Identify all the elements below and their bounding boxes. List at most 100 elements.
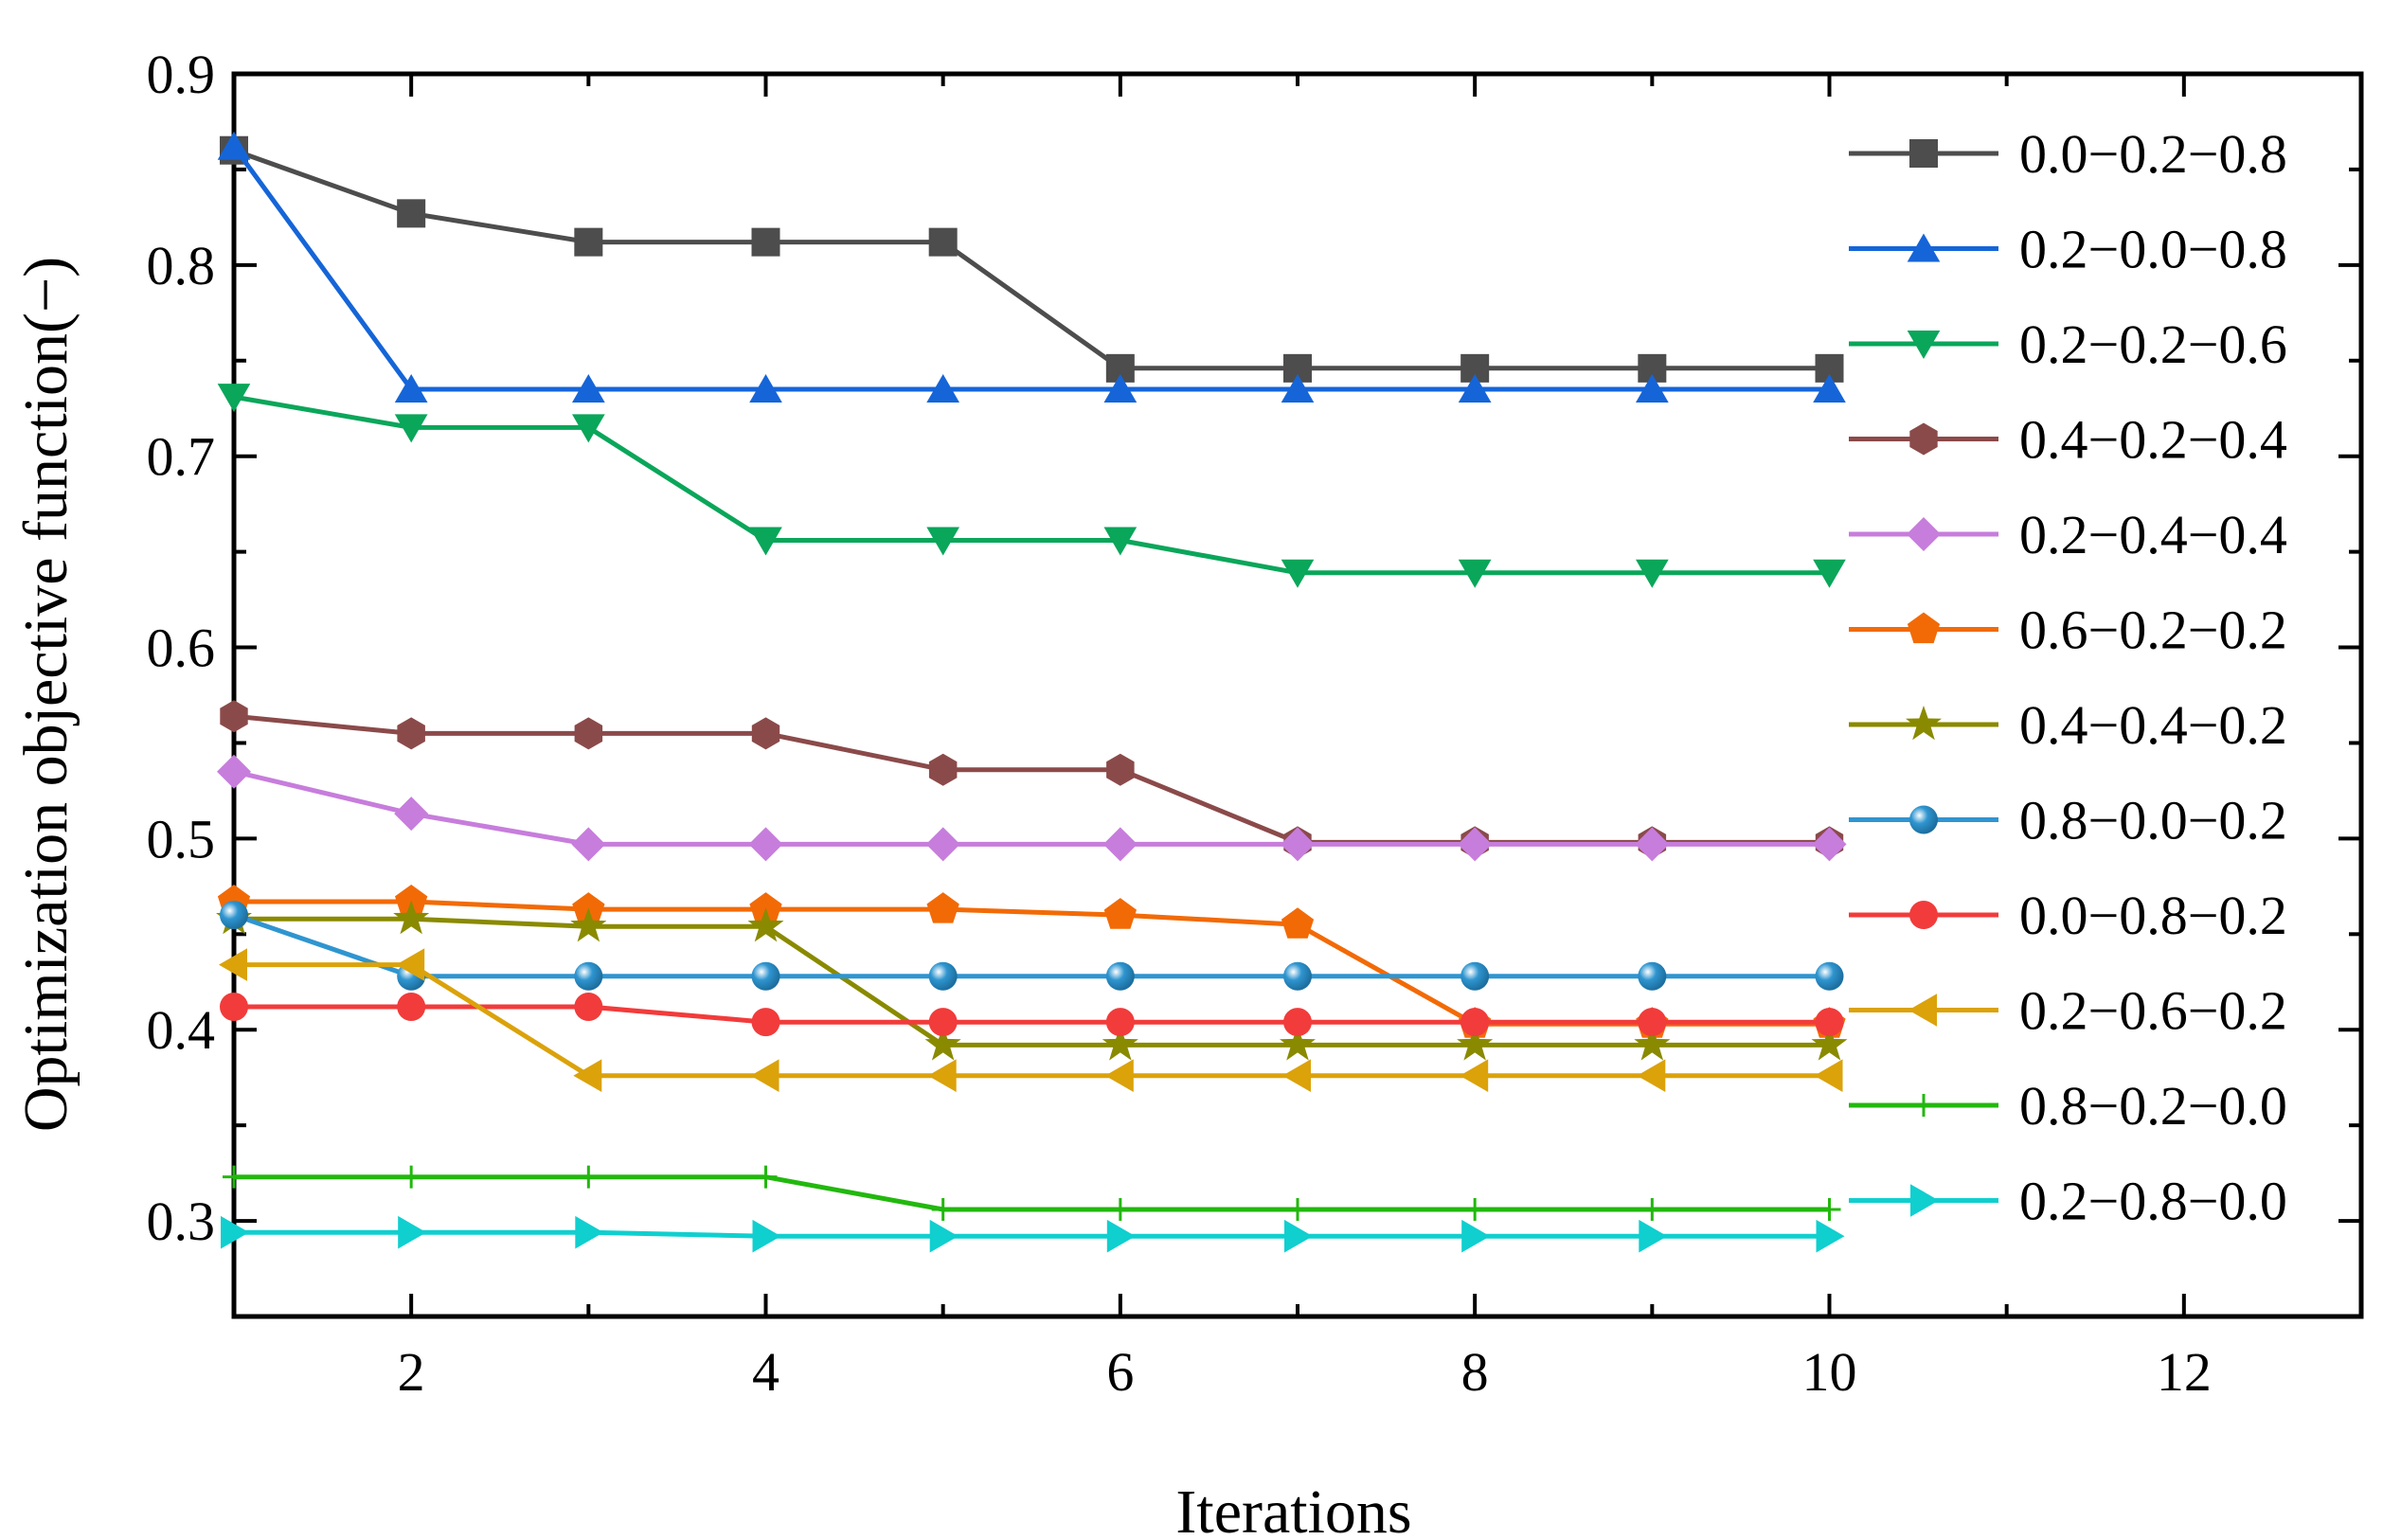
legend-marker: [1909, 139, 1938, 168]
legend-item: 0.2−0.0−0.8: [1849, 219, 2287, 280]
data-point: [1286, 1197, 1309, 1221]
legend-item: 0.2−0.8−0.0: [1849, 1171, 2287, 1232]
data-point: [1283, 961, 1312, 991]
data-point: [751, 717, 780, 750]
data-point: [1103, 898, 1137, 929]
data-point: [1640, 1197, 1664, 1221]
legend-marker: [1907, 331, 1941, 359]
series-line: [234, 1174, 1830, 1212]
data-point: [572, 374, 605, 403]
data-point: [1637, 1059, 1666, 1092]
series-layer: [216, 131, 1848, 1253]
legend-marker: [1907, 612, 1941, 644]
data-point: [749, 374, 782, 403]
data-point: [1814, 1059, 1843, 1092]
data-point: [1634, 1026, 1671, 1061]
data-point: [928, 753, 958, 786]
data-point: [1458, 559, 1492, 588]
data-point: [1108, 1197, 1132, 1221]
legend-marker: [1906, 706, 1942, 741]
data-point: [1102, 1026, 1138, 1061]
legend-marker: [1909, 805, 1938, 834]
data-point: [395, 885, 428, 916]
legend-marker: [1908, 994, 1937, 1027]
legend-marker: [1907, 517, 1941, 551]
data-point: [1103, 374, 1138, 403]
data-point: [574, 993, 603, 1022]
data-point: [1282, 1059, 1311, 1092]
y-tick-label: 0.3: [147, 1191, 216, 1252]
legend-label: 0.2−0.6−0.2: [2019, 980, 2287, 1042]
x-tick-label: 10: [1802, 1341, 1857, 1403]
legend-item: 0.6−0.2−0.2: [1849, 600, 2287, 661]
data-point: [220, 901, 248, 930]
data-point: [1813, 374, 1846, 403]
data-point: [1458, 374, 1492, 403]
data-point: [1813, 559, 1846, 588]
data-point: [1815, 961, 1844, 991]
data-point: [394, 374, 428, 403]
y-tick-label: 0.8: [147, 235, 216, 296]
data-point: [397, 993, 426, 1022]
data-point: [396, 948, 425, 981]
legend-label: 0.2−0.4−0.4: [2019, 504, 2287, 565]
x-tick-label: 8: [1461, 1341, 1489, 1403]
data-point: [924, 1026, 961, 1061]
legend-label: 0.2−0.0−0.8: [2019, 219, 2287, 280]
data-point: [927, 1059, 957, 1092]
data-point: [926, 374, 959, 403]
legend-label: 0.8−0.0−0.2: [2019, 790, 2287, 851]
data-point: [1815, 1008, 1844, 1037]
data-point: [577, 1165, 600, 1189]
legend: 0.0−0.2−0.8 0.2−0.0−0.8 0.2−0.2−0.6 0.4−0.2…: [1849, 123, 2287, 1232]
legend-label: 0.6−0.2−0.2: [2019, 600, 2287, 661]
legend-item: 0.4−0.2−0.4: [1849, 409, 2287, 471]
legend-label: 0.4−0.4−0.2: [2019, 694, 2287, 756]
chart-axes: 2 4 6 8 10 12 0.3 0.4 0.5 0.6 0.7 0.8 0.9: [147, 44, 2364, 1403]
legend-label: 0.0−0.2−0.8: [2019, 123, 2287, 185]
data-point: [393, 900, 430, 935]
series-3: [217, 384, 1846, 588]
legend-label: 0.2−0.8−0.0: [2019, 1171, 2287, 1232]
y-tick-label: 0.7: [147, 426, 216, 488]
data-point: [220, 700, 248, 733]
series-7: [216, 900, 1848, 1061]
legend-label: 0.8−0.2−0.0: [2019, 1075, 2287, 1137]
data-point: [748, 827, 783, 862]
data-point: [1281, 907, 1315, 939]
data-point: [1104, 1059, 1134, 1092]
data-point: [570, 907, 607, 942]
data-point: [574, 717, 603, 750]
series-line: [231, 145, 1830, 392]
data-point: [574, 227, 603, 257]
data-point: [1461, 1219, 1491, 1253]
legend-marker: [1909, 901, 1938, 929]
data-point: [1106, 753, 1135, 786]
data-point: [749, 527, 782, 556]
data-point: [220, 993, 248, 1022]
data-point: [221, 1215, 249, 1249]
data-point: [1463, 1197, 1487, 1221]
legend-marker: [1910, 1184, 1939, 1217]
data-point: [926, 892, 959, 923]
x-axis-title: Iterations: [1175, 1477, 1411, 1540]
data-point: [1460, 1008, 1490, 1037]
data-point: [925, 827, 960, 862]
data-point: [219, 948, 247, 981]
data-point: [1811, 1026, 1848, 1061]
data-point: [926, 527, 959, 556]
data-point: [397, 717, 425, 750]
data-point: [1103, 527, 1138, 556]
data-point: [1105, 961, 1135, 991]
series-6: [217, 885, 1846, 1038]
legend-item: 0.0−0.8−0.2: [1849, 885, 2287, 946]
data-point: [394, 797, 429, 832]
data-point: [747, 907, 784, 942]
data-point: [1105, 1008, 1135, 1037]
series-12: [221, 1215, 1845, 1253]
y-tick-label: 0.6: [147, 618, 216, 679]
data-point: [1283, 1008, 1312, 1037]
data-point: [1638, 961, 1667, 991]
series-line: [234, 1004, 1830, 1025]
